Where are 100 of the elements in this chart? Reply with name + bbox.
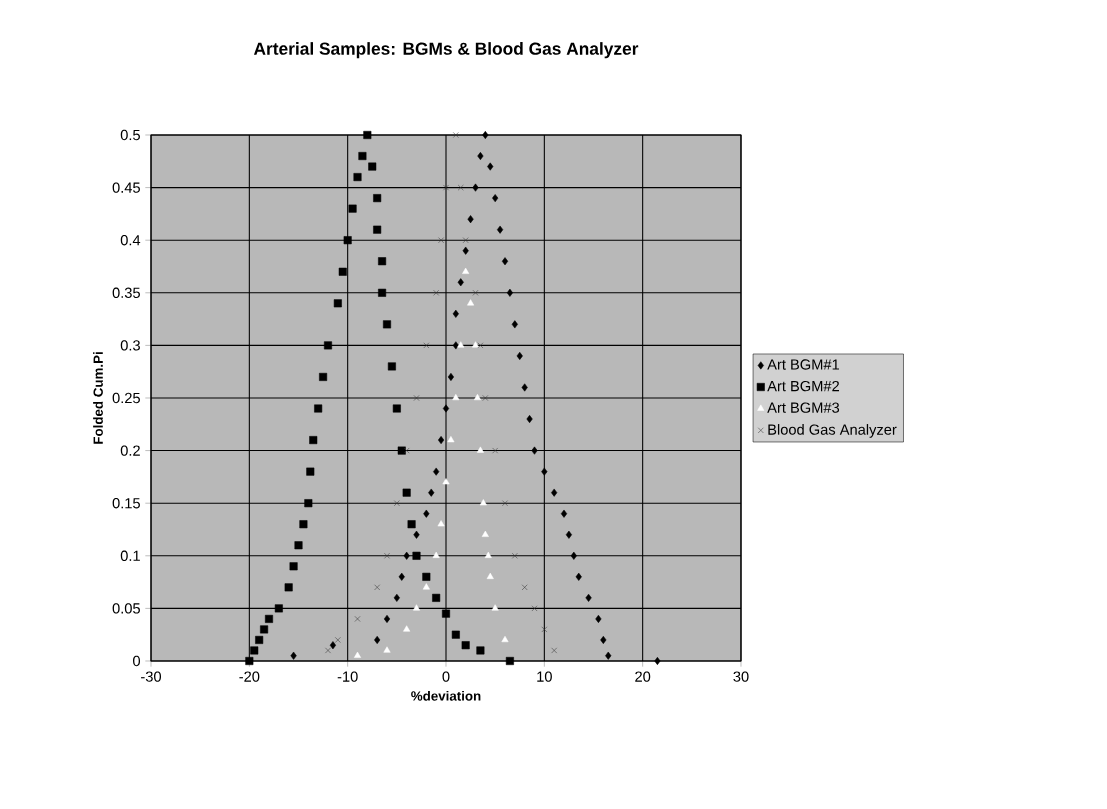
point (299, 520, 308, 529)
point (600, 635, 607, 644)
point (412, 551, 421, 560)
point (432, 551, 440, 558)
point (501, 635, 509, 643)
point (570, 551, 577, 560)
point (462, 237, 469, 244)
point (378, 257, 387, 266)
point (461, 641, 470, 650)
point (585, 593, 592, 602)
point (491, 604, 499, 611)
y-tick-label: 0.4 (120, 235, 141, 246)
point (482, 130, 489, 139)
x-tick-label: -30 (141, 671, 162, 682)
point (551, 647, 558, 654)
point (423, 342, 430, 349)
point (354, 651, 361, 658)
point (442, 609, 450, 618)
point (457, 278, 464, 287)
point (333, 299, 342, 308)
point (541, 626, 548, 633)
point (521, 584, 528, 591)
point (457, 341, 465, 348)
point (392, 404, 401, 413)
point (438, 237, 444, 244)
point (605, 651, 612, 660)
point (565, 530, 572, 539)
point (476, 646, 485, 655)
point (433, 289, 440, 296)
legend-label: Art BGM#1 (767, 359, 840, 370)
point (373, 225, 382, 234)
point (403, 447, 410, 454)
x-tick-label: 10 (537, 671, 552, 682)
x-tick-label: 30 (733, 671, 749, 682)
point (348, 204, 357, 213)
point (374, 635, 381, 644)
point (422, 572, 431, 581)
point (575, 572, 582, 581)
point (452, 309, 459, 318)
point (511, 552, 518, 559)
legend-label: Art BGM#3 (767, 402, 840, 413)
x-tick-label: 20 (635, 671, 651, 682)
point (516, 351, 523, 360)
y-tick-label: 0.25 (112, 392, 140, 404)
point (462, 246, 469, 255)
point (473, 393, 481, 401)
point (413, 604, 421, 611)
y-tick-label: 0.3 (120, 340, 140, 351)
point (393, 500, 400, 507)
y-tick-label: 0 (133, 655, 141, 667)
point (374, 584, 381, 591)
point (476, 446, 484, 453)
point (551, 488, 558, 497)
point (384, 552, 390, 559)
point (479, 499, 487, 506)
point (353, 173, 362, 182)
point (595, 614, 602, 623)
point (290, 651, 297, 660)
y-tick-label: 0.15 (112, 498, 140, 509)
point (442, 404, 450, 413)
point (334, 637, 341, 643)
point (492, 447, 499, 454)
x-axis-title: %deviation (411, 690, 481, 701)
point (486, 572, 494, 579)
point (457, 184, 464, 191)
point (402, 488, 411, 497)
point (343, 236, 352, 245)
legend-label: Art BGM#2 (767, 380, 839, 392)
point (462, 267, 470, 274)
y-tick-label: 0.35 (112, 287, 140, 298)
point (403, 551, 410, 560)
y-tick-label: 0.45 (112, 182, 140, 193)
point (467, 299, 475, 306)
point (443, 184, 449, 191)
point (511, 320, 518, 329)
point (274, 604, 283, 613)
x-tick-label: -20 (239, 671, 260, 682)
point (484, 551, 492, 558)
point (378, 288, 387, 297)
point (324, 341, 333, 350)
point (505, 656, 514, 665)
point (294, 541, 303, 550)
point (531, 605, 538, 612)
point (314, 404, 323, 413)
point (433, 467, 440, 476)
point (250, 646, 259, 655)
point (472, 289, 479, 296)
point (358, 152, 367, 161)
y-tick-label: 0.5 (120, 129, 140, 141)
point (541, 467, 548, 476)
point (265, 614, 274, 623)
point (289, 562, 298, 571)
point (304, 499, 313, 508)
point (497, 225, 504, 234)
chart-title: Arterial Samples: BGMs & Blood Gas Analyzer (253, 42, 639, 59)
point (407, 520, 416, 529)
point (338, 267, 347, 276)
point (428, 488, 435, 497)
point (423, 509, 430, 518)
point (487, 162, 494, 171)
